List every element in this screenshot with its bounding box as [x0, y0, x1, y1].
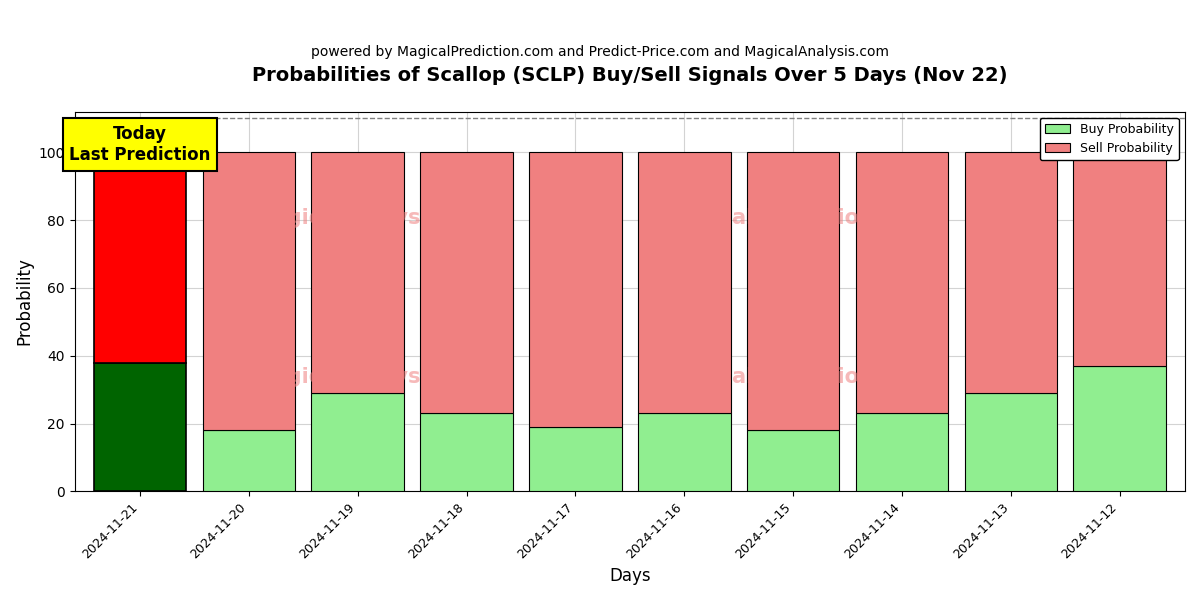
Bar — [856, 413, 948, 491]
Text: Today
Last Prediction: Today Last Prediction — [70, 125, 211, 164]
Bar — [94, 362, 186, 491]
Bar — [965, 393, 1057, 491]
Bar — [856, 152, 948, 413]
X-axis label: Days: Days — [610, 567, 650, 585]
Bar — [312, 393, 404, 491]
Text: MagicalPrediction.com: MagicalPrediction.com — [662, 208, 930, 228]
Title: Probabilities of Scallop (SCLP) Buy/Sell Signals Over 5 Days (Nov 22): Probabilities of Scallop (SCLP) Buy/Sell… — [252, 66, 1008, 85]
Bar — [1074, 366, 1166, 491]
Text: MagicalPrediction.com: MagicalPrediction.com — [662, 367, 930, 388]
Bar — [1074, 152, 1166, 366]
Bar — [312, 152, 404, 393]
Text: powered by MagicalPrediction.com and Predict-Price.com and MagicalAnalysis.com: powered by MagicalPrediction.com and Pre… — [311, 45, 889, 59]
Bar — [965, 152, 1057, 393]
Bar — [638, 152, 731, 413]
Text: MagicalAnalysis.com: MagicalAnalysis.com — [252, 367, 497, 388]
Text: MagicalAnalysis.com: MagicalAnalysis.com — [252, 208, 497, 228]
Bar — [746, 152, 839, 430]
Bar — [203, 152, 295, 430]
Bar — [420, 152, 512, 413]
Y-axis label: Probability: Probability — [16, 257, 34, 346]
Bar — [529, 152, 622, 427]
Bar — [746, 430, 839, 491]
Bar — [638, 413, 731, 491]
Bar — [529, 427, 622, 491]
Legend: Buy Probability, Sell Probability: Buy Probability, Sell Probability — [1040, 118, 1178, 160]
Bar — [94, 152, 186, 362]
Bar — [420, 413, 512, 491]
Bar — [203, 430, 295, 491]
